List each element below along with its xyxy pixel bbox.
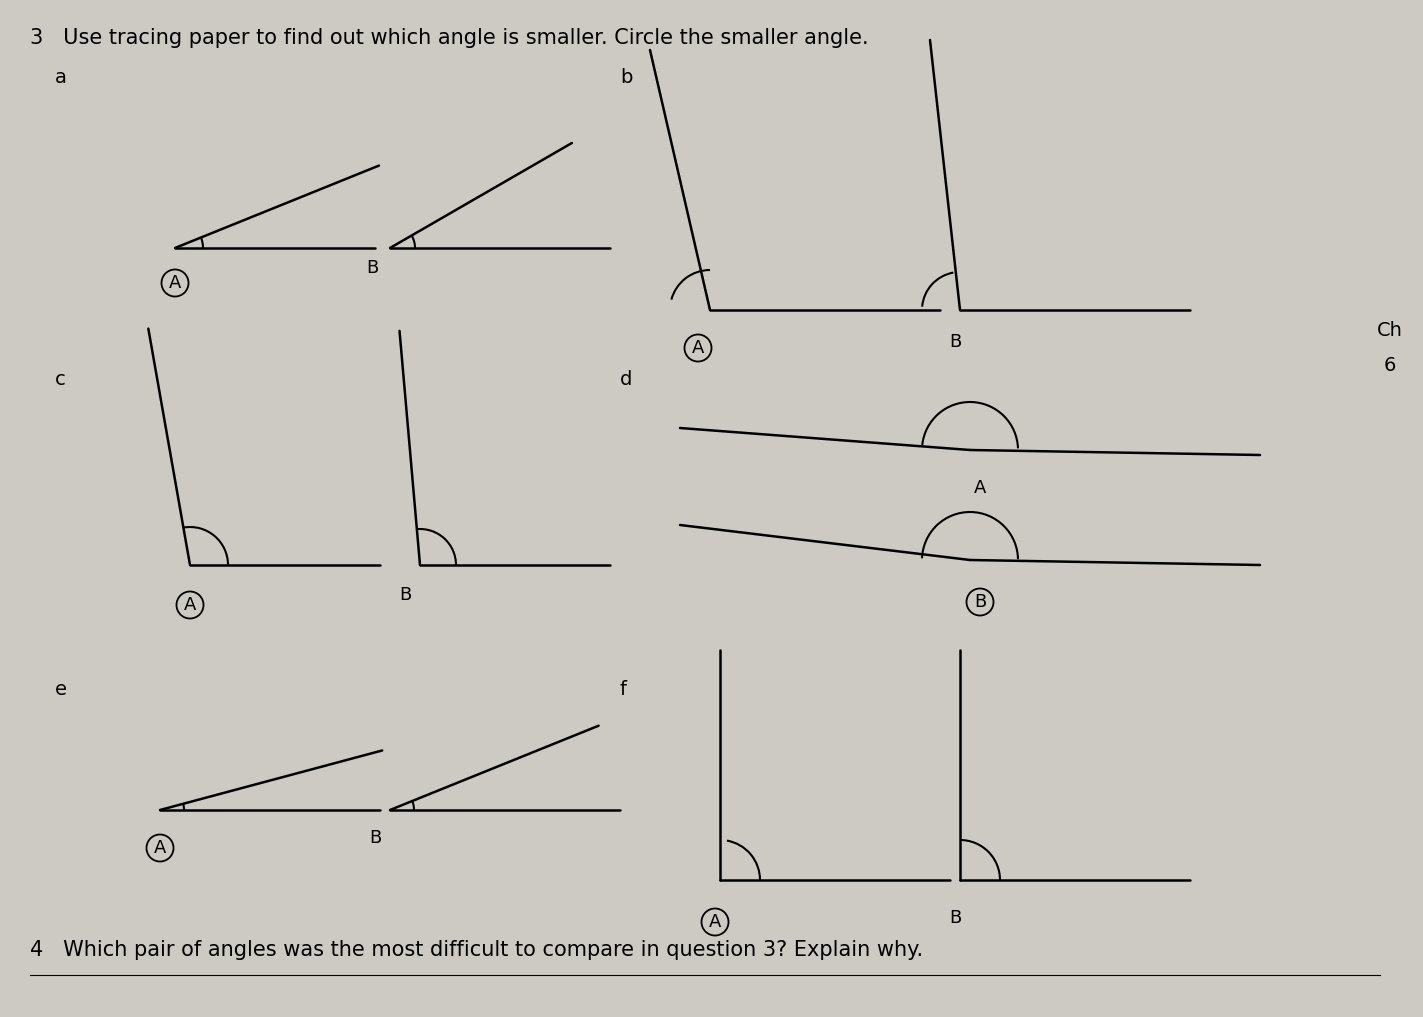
Text: Ch: Ch [1377,320,1403,340]
Text: 4   Which pair of angles was the most difficult to compare in question 3? Explai: 4 Which pair of angles was the most diff… [30,940,924,960]
Text: A: A [973,479,986,497]
Text: A: A [692,339,704,357]
Text: b: b [620,68,632,87]
Text: d: d [620,370,632,388]
Text: B: B [949,333,961,351]
Text: f: f [620,680,628,699]
Text: B: B [973,593,986,611]
Text: A: A [184,596,196,614]
Text: B: B [949,909,961,928]
Text: B: B [369,829,381,847]
Text: a: a [55,68,67,87]
Text: 3   Use tracing paper to find out which angle is smaller. Circle the smaller ang: 3 Use tracing paper to find out which an… [30,28,868,48]
Text: c: c [55,370,65,388]
Text: B: B [398,586,411,604]
Text: A: A [154,839,166,857]
Text: A: A [709,913,721,931]
Text: A: A [169,274,181,292]
Text: 6: 6 [1383,356,1396,374]
Text: B: B [366,259,379,277]
Text: e: e [55,680,67,699]
